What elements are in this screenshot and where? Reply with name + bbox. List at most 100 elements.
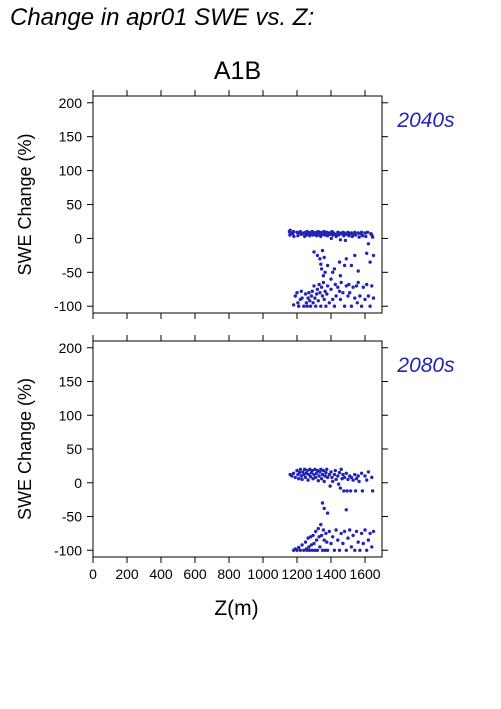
- data-point: [324, 470, 328, 475]
- data-point: [349, 475, 354, 480]
- data-point: [349, 545, 354, 549]
- data-point: [315, 468, 320, 473]
- data-point: [320, 294, 325, 298]
- data-point: [359, 230, 364, 234]
- data-point: [308, 299, 312, 303]
- data-point: [353, 548, 357, 552]
- data-point: [312, 541, 316, 546]
- data-point: [309, 294, 314, 298]
- data-point: [325, 475, 330, 480]
- x-tick-label: 400: [149, 566, 173, 582]
- data-point: [365, 548, 369, 552]
- data-point: [356, 280, 360, 285]
- data-point: [353, 489, 358, 493]
- data-point: [371, 296, 376, 300]
- data-point: [325, 263, 330, 268]
- data-point: [297, 477, 301, 481]
- data-point: [293, 294, 297, 298]
- data-point: [361, 285, 365, 289]
- data-point: [346, 536, 350, 540]
- data-point: [324, 531, 328, 536]
- data-point: [325, 540, 329, 544]
- data-point: [297, 470, 302, 475]
- data-point: [331, 535, 335, 539]
- y-tick-label: -100: [54, 542, 82, 558]
- data-point: [316, 299, 320, 303]
- y-tick-label: 200: [59, 340, 83, 356]
- data-point: [343, 238, 348, 243]
- y-tick-label: -50: [62, 509, 82, 525]
- y-tick-label: -50: [62, 264, 82, 280]
- data-point: [322, 506, 326, 511]
- data-point: [325, 548, 330, 552]
- data-point: [328, 484, 332, 488]
- data-point: [363, 297, 367, 302]
- data-point: [327, 301, 331, 305]
- data-point: [353, 253, 357, 258]
- data-point: [325, 292, 329, 296]
- data-point: [295, 548, 299, 552]
- data-point: [320, 548, 325, 552]
- data-point: [332, 267, 337, 271]
- data-point: [318, 545, 322, 549]
- data-point: [321, 280, 326, 285]
- data-point: [319, 522, 323, 527]
- data-point: [331, 479, 335, 484]
- data-point: [314, 471, 319, 475]
- data-point: [336, 482, 341, 486]
- data-point: [331, 297, 335, 302]
- data-point: [360, 489, 365, 493]
- data-point: [355, 301, 359, 305]
- y-tick-label: 50: [66, 441, 82, 457]
- data-point: [307, 545, 311, 549]
- data-point: [302, 304, 306, 308]
- data-point: [353, 296, 357, 300]
- data-point: [295, 468, 299, 473]
- data-point: [320, 501, 325, 505]
- data-point: [314, 475, 318, 480]
- data-point: [295, 291, 299, 295]
- data-point: [303, 292, 308, 296]
- data-point: [346, 477, 350, 482]
- data-point: [327, 472, 331, 477]
- data-point: [332, 472, 337, 477]
- data-point: [363, 474, 367, 478]
- x-tick-label: 800: [217, 566, 241, 582]
- data-point: [334, 528, 338, 532]
- data-point: [313, 467, 317, 471]
- data-point: [319, 533, 324, 538]
- data-point: [306, 478, 310, 482]
- data-point: [314, 292, 319, 296]
- data-point: [310, 289, 314, 293]
- x-tick-label: 1200: [281, 566, 312, 582]
- x-tick-label: 0: [89, 566, 97, 582]
- data-point: [312, 284, 316, 288]
- data-point: [321, 468, 326, 473]
- page-title: Change in apr01 SWE vs. Z:: [10, 4, 315, 31]
- data-point: [363, 528, 367, 532]
- data-point: [314, 529, 318, 534]
- y-axis-label: SWE Change (%): [15, 378, 35, 520]
- data-point: [308, 304, 313, 308]
- data-point: [330, 475, 334, 480]
- x-tick-label: 1000: [247, 566, 278, 582]
- data-point: [342, 304, 347, 308]
- data-point: [357, 479, 361, 484]
- data-point: [331, 270, 335, 274]
- data-point: [321, 528, 326, 532]
- data-point: [311, 477, 315, 481]
- data-point: [332, 548, 337, 552]
- y-tick-label: 150: [59, 129, 83, 145]
- data-point: [323, 548, 327, 552]
- data-point: [333, 282, 337, 287]
- data-point: [329, 541, 333, 546]
- data-point: [307, 291, 311, 295]
- data-point: [344, 548, 348, 552]
- panel-2040s: -100 -50 0 50 100 150 200 SWE Change (%) 2040s: [15, 90, 455, 319]
- data-point: [306, 296, 310, 300]
- data-point: [319, 467, 323, 471]
- data-point: [300, 477, 304, 482]
- data-point: [323, 474, 327, 478]
- data-point: [356, 269, 360, 273]
- data-point: [301, 470, 305, 474]
